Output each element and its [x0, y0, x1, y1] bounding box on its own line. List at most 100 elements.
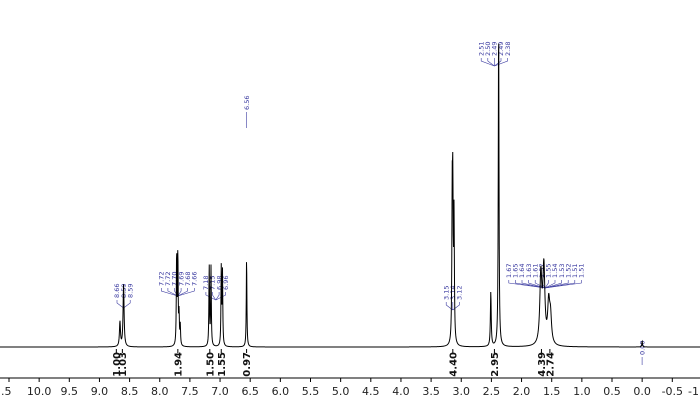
x-tick-label: 8.5 — [121, 385, 139, 398]
x-tick-label: 4.5 — [362, 385, 380, 398]
x-tick-label: 5.5 — [302, 385, 320, 398]
peak-label-group: 6.56 — [243, 96, 251, 128]
peak-label: 0.00 — [638, 341, 646, 355]
peak-label-group: 7.727.727.707.697.687.66 — [158, 272, 199, 297]
integral-label: 4.39 — [537, 352, 548, 377]
peak-label-connector — [544, 280, 556, 289]
peak-label: 7.18 — [202, 276, 210, 290]
peak-label-group: 3.153.143.12 — [442, 286, 464, 311]
peak-label: 7.15 — [209, 276, 217, 290]
x-tick-label: 9.5 — [61, 385, 79, 398]
x-tick-label: 2.0 — [513, 385, 531, 398]
peak-label: 7.70 — [171, 272, 179, 286]
x-tick-label: 6.5 — [241, 385, 259, 398]
integral-label: 0.97 — [242, 352, 253, 377]
x-tick-label: 7.0 — [211, 385, 229, 398]
x-tick-label: -1 — [688, 385, 699, 398]
integral-label: 2.95 — [490, 352, 501, 377]
x-tick-label: 0.5 — [603, 385, 621, 398]
peak-label-connector — [545, 280, 582, 289]
peak-label: 1.57 — [538, 264, 546, 278]
peak-label: 2.38 — [504, 42, 512, 56]
spectrum-trace — [0, 43, 700, 348]
peak-label-connector — [177, 288, 188, 297]
peak-label-connector — [515, 280, 546, 289]
x-tick-label: 9.0 — [91, 385, 109, 398]
peak-label-connector — [487, 58, 495, 67]
x-tick-label: 1.5 — [543, 385, 561, 398]
peak-label: 7.68 — [184, 272, 192, 286]
peak-label: 7.72 — [164, 272, 172, 286]
x-axis-ticks: .5 10.0 9.5 9.0 8.5 8.0 7.5 7.0 6.5 6.0 5.5 5.0 4.5 4… — [1, 378, 699, 398]
peak-label-connector — [544, 280, 549, 289]
peak-label: 1.65 — [512, 264, 520, 278]
peak-label: 1.63 — [525, 264, 533, 278]
peak-label-connector — [528, 280, 546, 289]
peak-label-group: 2.512.502.492.492.38 — [477, 42, 512, 67]
peak-label: 1.51 — [571, 264, 579, 278]
x-tick-label: 4.0 — [392, 385, 410, 398]
peak-label: 7.69 — [177, 272, 185, 286]
peak-label-connector — [545, 280, 576, 289]
peak-label-connector — [545, 280, 569, 289]
peak-label: 1.53 — [558, 264, 566, 278]
peak-label-group: 0.00 — [638, 341, 646, 365]
integral-label: 2.74 — [545, 352, 556, 377]
peak-label: 7.66 — [191, 272, 199, 286]
peak-label: 1.61 — [531, 264, 539, 278]
x-tick-label: 3.0 — [453, 385, 471, 398]
peak-label: 2.51 — [477, 42, 485, 56]
integral-label: 1.55 — [217, 352, 228, 377]
peak-label: 6.96 — [222, 276, 230, 290]
peak-label-connector — [215, 292, 226, 301]
peak-label: 1.55 — [545, 264, 553, 278]
peak-label-connector — [215, 292, 220, 301]
peak-label: 3.12 — [456, 286, 464, 300]
peak-label-connector — [161, 288, 178, 297]
peak-label: 7.72 — [158, 272, 166, 286]
integral-label: 1.03 — [118, 352, 129, 377]
peak-label: 6.56 — [243, 96, 251, 110]
peak-label-connector — [212, 292, 217, 301]
peak-label-connector — [177, 288, 195, 297]
peak-label-connector — [123, 300, 131, 309]
peak-label-connector — [545, 280, 562, 289]
peak-label-connector — [480, 58, 495, 67]
peak-label-connector — [177, 288, 182, 297]
x-tick-label: 8.0 — [151, 385, 169, 398]
integral-label: 1.50 — [205, 352, 216, 377]
peak-label: 3.15 — [442, 286, 450, 300]
peak-label: 1.52 — [564, 264, 572, 278]
peak-label-connector — [508, 280, 546, 289]
peak-label: 1.64 — [518, 264, 526, 278]
peak-label: 6.98 — [215, 276, 223, 290]
peak-label: 3.14 — [449, 286, 457, 300]
peak-label-group: 7.187.156.986.96 — [202, 276, 230, 301]
integral-label: 1.94 — [173, 352, 184, 377]
peak-label: 8.59 — [126, 284, 134, 298]
peak-label: 1.54 — [551, 264, 559, 278]
peak-label-connector — [494, 58, 502, 67]
integral-label: 1.00 — [112, 352, 123, 377]
peak-label-layer: 8.668.598.597.727.727.707.697.687.66 7.18… — [113, 42, 646, 365]
peak-label-connector — [445, 302, 453, 311]
peak-label: 2.49 — [497, 42, 505, 56]
peak-label-connector — [116, 300, 124, 309]
peak-label: 2.50 — [484, 42, 492, 56]
x-tick-label: .5 — [1, 385, 12, 398]
integral-layer: 1.001.03 1.94 1.50 1.55 0.97 4.40 2.95 4.392.74 — [112, 349, 556, 377]
x-tick-label: 1.0 — [573, 385, 591, 398]
x-tick-label: 6.0 — [272, 385, 290, 398]
x-tick-label: 10.0 — [27, 385, 52, 398]
peak-label: 2.49 — [491, 42, 499, 56]
peak-label-group: 1.671.651.641.631.611.571.551.541.531.52… — [505, 264, 586, 289]
peak-label-connector — [205, 292, 216, 301]
peak-label: 8.66 — [113, 284, 121, 298]
x-tick-label: 3.5 — [422, 385, 440, 398]
x-tick-label: -0.5 — [662, 385, 683, 398]
x-tick-label: 5.0 — [332, 385, 350, 398]
x-tick-label: 0.0 — [633, 385, 651, 398]
x-tick-label: 2.5 — [483, 385, 501, 398]
peak-label: 1.51 — [578, 264, 586, 278]
